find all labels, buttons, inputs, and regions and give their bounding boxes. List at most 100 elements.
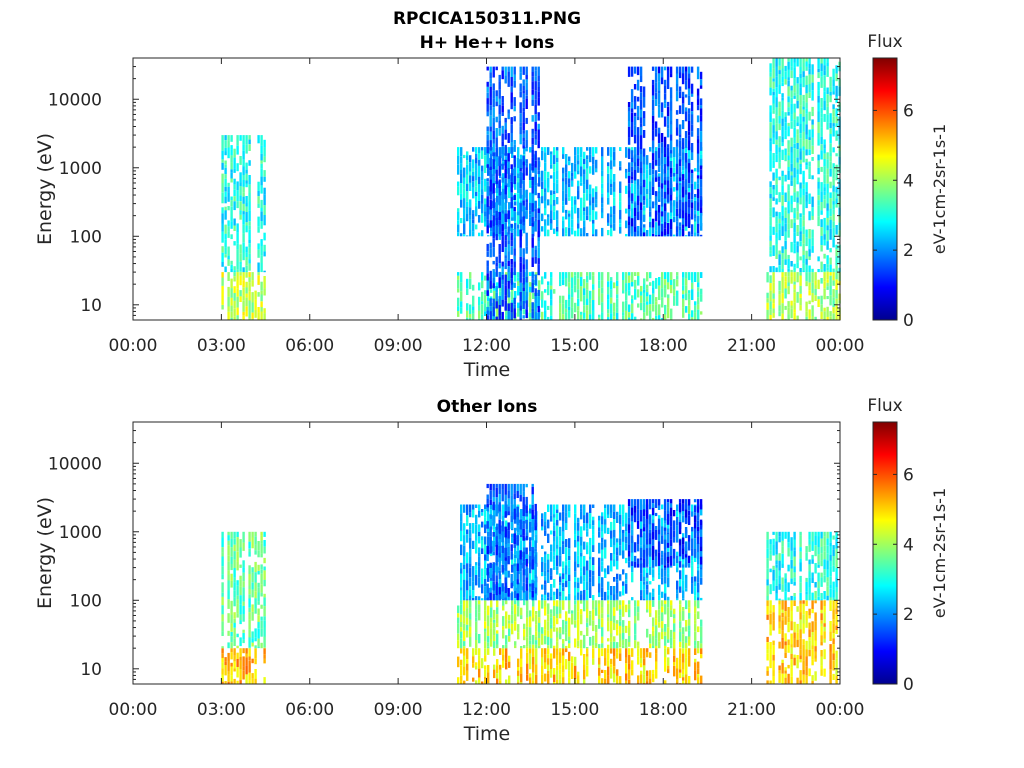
spectrogram-cell (661, 606, 664, 613)
spectrogram-cell (242, 175, 245, 180)
spectrogram-cell (690, 183, 694, 195)
spectrogram-cell (697, 309, 700, 320)
spectrogram-cell (544, 673, 547, 682)
spectrogram-cell (242, 305, 245, 312)
spectrogram-cell (466, 183, 469, 192)
spectrogram-cell (534, 139, 537, 145)
spectrogram-cell (478, 296, 481, 306)
spectrogram-cell (829, 257, 832, 265)
spectrogram-cell (766, 309, 769, 320)
spectrogram-cell (673, 639, 676, 649)
spectrogram-cell (254, 648, 257, 659)
spectrogram-cell (655, 625, 658, 631)
spectrogram-cell (832, 297, 835, 301)
spectrogram-cell (640, 536, 643, 546)
spectrogram-cell (829, 286, 832, 296)
spectrogram-cell (519, 212, 522, 220)
spectrogram-cell (221, 159, 224, 163)
spectrogram-cell (562, 629, 565, 635)
spectrogram-cell (696, 153, 700, 163)
spectrogram-cell (694, 305, 697, 313)
spectrogram-cell (227, 206, 230, 211)
spectrogram-cell (808, 238, 811, 250)
spectrogram-cell (607, 313, 610, 318)
spectrogram-cell (696, 139, 700, 143)
spectrogram-cell (245, 293, 248, 298)
spectrogram-cell (230, 675, 233, 682)
spectrogram-cell (772, 95, 775, 104)
spectrogram-cell (469, 619, 472, 627)
spectrogram-cell (601, 643, 604, 648)
spectrogram-cell (487, 665, 490, 673)
spectrogram-cell (460, 218, 463, 224)
spectrogram-cell (700, 504, 703, 516)
spectrogram-cell (251, 318, 254, 320)
spectrogram-cell (221, 173, 224, 183)
spectrogram-cell (622, 514, 625, 520)
spectrogram-cell (547, 316, 550, 320)
spectrogram-cell (676, 295, 679, 306)
spectrogram-cell (823, 70, 826, 76)
spectrogram-cell (475, 524, 478, 535)
spectrogram-cell (239, 210, 242, 215)
spectrogram-cell (781, 246, 784, 253)
spectrogram-cell (466, 600, 469, 609)
spectrogram-cell (544, 570, 547, 577)
spectrogram-cell (642, 214, 646, 222)
spectrogram-cell (507, 311, 510, 320)
spectrogram-cell (607, 173, 610, 183)
spectrogram-cell (832, 238, 835, 248)
spectrogram-cell (481, 681, 484, 684)
spectrogram-cell (520, 607, 523, 616)
spectrogram-cell (684, 66, 688, 72)
spectrogram-cell (519, 272, 522, 283)
colorbar-title: Flux (867, 32, 902, 52)
x-tick-label: 06:00 (285, 336, 334, 356)
spectrogram-cell (502, 182, 505, 189)
spectrogram-cell (547, 177, 550, 188)
spectrogram-cell (463, 597, 466, 601)
spectrogram-cell (239, 579, 242, 587)
spectrogram-cell (630, 130, 634, 137)
spectrogram-cell (472, 306, 475, 310)
spectrogram-cell (537, 230, 540, 238)
spectrogram-cell (802, 226, 805, 235)
spectrogram-cell (778, 250, 781, 255)
spectrogram-cell (622, 620, 625, 628)
spectrogram-cell (478, 215, 481, 223)
spectrogram-cell (562, 541, 565, 545)
spectrogram-cell (492, 152, 495, 157)
spectrogram-cell (221, 621, 224, 632)
spectrogram-cell (796, 58, 799, 67)
spectrogram-cell (829, 248, 832, 253)
spectrogram-cell (682, 674, 685, 678)
spectrogram-cell (589, 298, 592, 304)
spectrogram-cell (517, 658, 520, 667)
spectrogram-cell (513, 261, 516, 268)
spectrogram-cell (829, 143, 832, 153)
spectrogram-cell (513, 144, 516, 152)
spectrogram-cell (236, 580, 239, 586)
spectrogram-cell (559, 512, 562, 521)
spectrogram-cell (495, 595, 498, 601)
spectrogram-cell (613, 191, 616, 198)
spectrogram-cell (616, 542, 619, 548)
spectrogram-cell (592, 504, 595, 508)
spectrogram-cell (823, 166, 826, 175)
spectrogram-cell (654, 92, 658, 100)
spectrogram-cell (781, 100, 784, 111)
spectrogram-cell (622, 633, 625, 640)
spectrogram-cell (811, 305, 814, 316)
spectrogram-cell (535, 674, 538, 684)
spectrogram-cell (808, 166, 811, 174)
spectrogram-cell (637, 303, 640, 308)
spectrogram-cell (790, 103, 793, 115)
spectrogram-cell (568, 617, 571, 628)
spectrogram-cell (655, 297, 658, 302)
spectrogram-cell (484, 631, 487, 642)
spectrogram-cell (820, 150, 823, 160)
spectrogram-cell (636, 230, 640, 237)
spectrogram-cell (630, 95, 634, 103)
spectrogram-cell (681, 197, 685, 203)
spectrogram-cell (684, 80, 688, 90)
